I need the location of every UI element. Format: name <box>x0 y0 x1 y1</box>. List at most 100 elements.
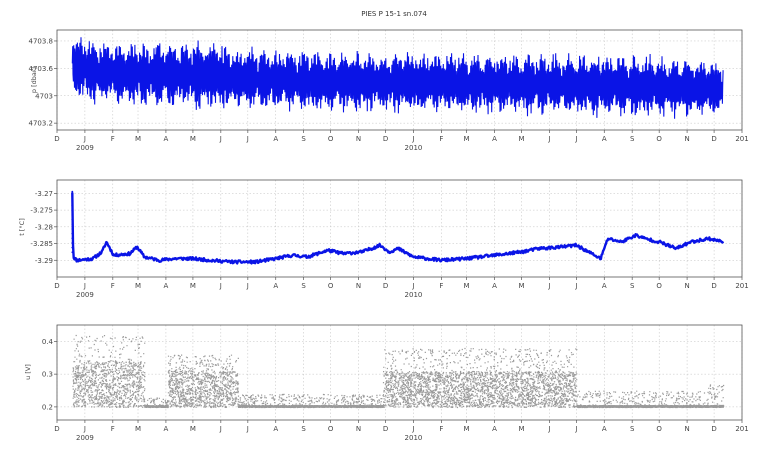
x-tick-label: O <box>328 135 334 143</box>
year-label: 2009 <box>76 434 94 442</box>
x-tick-label: S <box>630 425 635 433</box>
x-tick-label: M <box>464 425 470 433</box>
x-tick-label: D <box>54 282 59 290</box>
y-tick-label: 4703 <box>35 92 53 100</box>
x-tick-label: O <box>656 425 662 433</box>
x-tick-label: N <box>356 135 361 143</box>
x-tick-label: 201 <box>735 282 748 290</box>
third-series-points <box>72 334 725 409</box>
x-tick-label: J <box>83 282 86 290</box>
x-tick-label: M <box>190 425 196 433</box>
temperature-spike-point <box>71 209 74 212</box>
x-tick-label: J <box>246 425 249 433</box>
x-tick-label: A <box>602 425 607 433</box>
temperature-spike-point <box>71 214 74 216</box>
x-tick-label: J <box>246 282 249 290</box>
x-tick-label: D <box>383 135 388 143</box>
x-tick-label: J <box>219 135 222 143</box>
x-tick-label: J <box>547 135 550 143</box>
plot-frame <box>56 324 743 421</box>
x-tick-label: J <box>83 135 86 143</box>
x-tick-label: J <box>411 282 414 290</box>
temperature-spike-point <box>71 228 74 230</box>
year-label: 2010 <box>405 291 423 299</box>
temperature-spike-point <box>71 237 74 240</box>
year-label: 2010 <box>405 434 423 442</box>
x-tick-label: M <box>518 282 524 290</box>
x-tick-label: F <box>111 135 115 143</box>
temperature-spike-point <box>71 232 74 235</box>
x-tick-label: A <box>492 425 497 433</box>
y-tick-label: 4703.2 <box>29 120 54 128</box>
temperature-spike-point <box>71 223 74 226</box>
x-tick-label: M <box>135 425 141 433</box>
x-tick-label: A <box>492 135 497 143</box>
x-tick-label: S <box>630 135 635 143</box>
x-tick-label: A <box>602 282 607 290</box>
x-tick-label: A <box>273 135 278 143</box>
year-label: 2009 <box>76 291 94 299</box>
x-tick-label: A <box>273 425 278 433</box>
x-tick-label: N <box>684 135 689 143</box>
temperature-spike-point <box>71 190 74 193</box>
plot-frame <box>56 179 743 278</box>
x-tick-label: M <box>190 135 196 143</box>
x-tick-label: S <box>301 135 306 143</box>
third-panel: u [V] D J F M A M J J A S O N D J F M A M J J A S O N D 201 2009 20… <box>24 324 749 442</box>
x-tick-label: J <box>219 282 222 290</box>
y-tick-label: -3.275 <box>30 207 53 215</box>
x-tick-label: M <box>190 282 196 290</box>
x-tick-label: M <box>518 425 524 433</box>
y-tick-label: 4703.8 <box>29 37 54 45</box>
x-tick-label: M <box>464 135 470 143</box>
x-tick-label: O <box>656 282 662 290</box>
x-tick-label: O <box>328 282 334 290</box>
temperature-series-line <box>71 192 725 265</box>
x-tick-label: J <box>547 282 550 290</box>
x-tick-label: J <box>83 425 86 433</box>
pressure-ylabel: p [dbar] <box>30 67 38 93</box>
x-tick-label: 201 <box>735 425 748 433</box>
x-tick-label: D <box>711 425 716 433</box>
x-tick-label: D <box>383 282 388 290</box>
x-tick-label: D <box>711 282 716 290</box>
temperature-spike-point <box>71 204 74 207</box>
y-tick-label: -3.28 <box>35 223 53 231</box>
third-ylabel: u [V] <box>24 364 32 380</box>
x-tick-label: M <box>518 135 524 143</box>
x-tick-label: O <box>328 425 334 433</box>
pressure-series-line <box>71 37 724 119</box>
x-tick-label: A <box>273 282 278 290</box>
x-tick-label: N <box>684 282 689 290</box>
y-tick-label: -3.29 <box>35 257 53 265</box>
x-tick-label: J <box>574 282 577 290</box>
pressure-panel: p [dbar] D J F M A M J J A S O N D J F M A M J J A S O N D 201 200… <box>29 29 749 152</box>
x-tick-label: O <box>656 135 662 143</box>
x-tick-label: F <box>439 282 443 290</box>
y-tick-label: 0.4 <box>42 338 54 346</box>
x-tick-label: N <box>356 282 361 290</box>
x-tick-label: D <box>383 425 388 433</box>
temperature-ylabel: t [°C] <box>18 218 26 235</box>
x-tick-label: A <box>164 282 169 290</box>
figure-title: PIES P 15-1 sn.074 <box>361 10 427 18</box>
x-tick-label: A <box>602 135 607 143</box>
x-tick-label: F <box>111 282 115 290</box>
year-label: 2010 <box>405 144 423 152</box>
temperature-spike-point <box>71 246 74 249</box>
temperature-spike-point <box>71 251 74 254</box>
x-tick-label: A <box>492 282 497 290</box>
x-tick-label: N <box>356 425 361 433</box>
temperature-spike-point <box>71 218 74 221</box>
y-tick-label: 0.2 <box>42 403 53 411</box>
y-tick-label: -3.27 <box>35 190 53 198</box>
x-tick-label: J <box>574 425 577 433</box>
year-label: 2009 <box>76 144 94 152</box>
x-tick-label: J <box>246 135 249 143</box>
x-tick-label: J <box>411 425 414 433</box>
x-tick-label: 201 <box>735 135 748 143</box>
x-tick-label: D <box>711 135 716 143</box>
x-tick-label: S <box>630 282 635 290</box>
x-tick-label: J <box>411 135 414 143</box>
